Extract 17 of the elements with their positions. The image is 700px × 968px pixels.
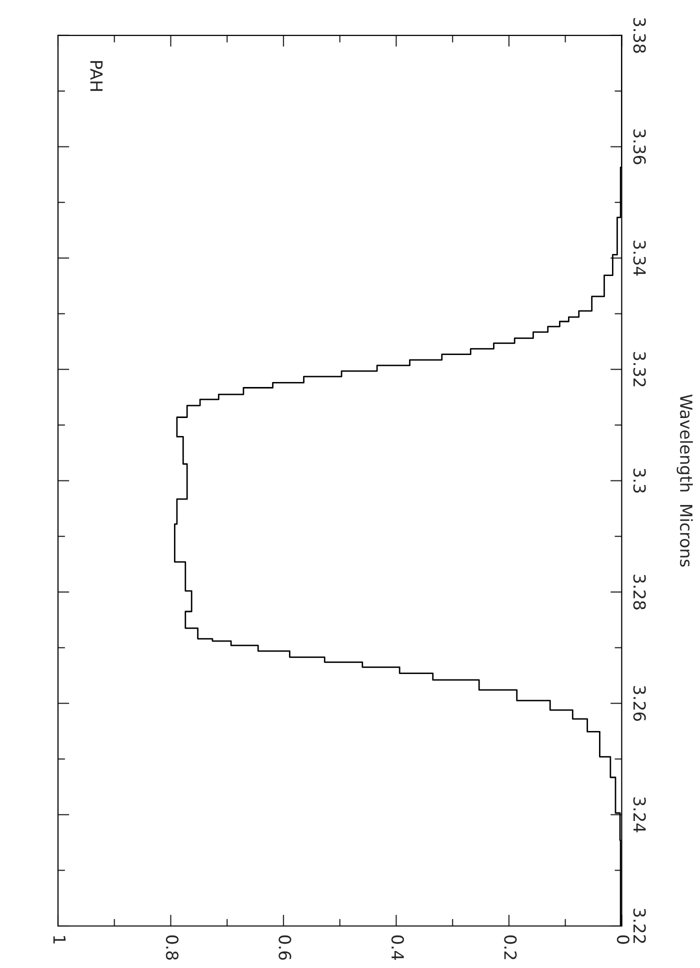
x-tick-label: 1 [53,936,66,944]
y-axis-title: Wavelength Microns [676,394,693,567]
y-tick-label: 3.36 [633,129,646,164]
y-tick-label: 3.26 [633,686,646,721]
y-tick-label: 3.38 [633,18,646,53]
x-tick-label: 0.8 [166,935,179,960]
x-tick-label: 0.4 [391,935,404,960]
y-tick-label: 3.22 [633,908,646,943]
y-tick-label: 3.32 [633,352,646,386]
y-tick-label: 3.34 [633,240,646,276]
y-tick-label: 3.3 [633,468,646,493]
x-tick-label: 0 [616,935,630,944]
text: PAH [90,61,103,91]
y-tick-label: 3.24 [633,797,646,832]
x-tick-label: 0.2 [504,935,517,960]
x-tick-label: 0.6 [278,935,292,960]
y-tick-label: 3.28 [633,574,646,610]
